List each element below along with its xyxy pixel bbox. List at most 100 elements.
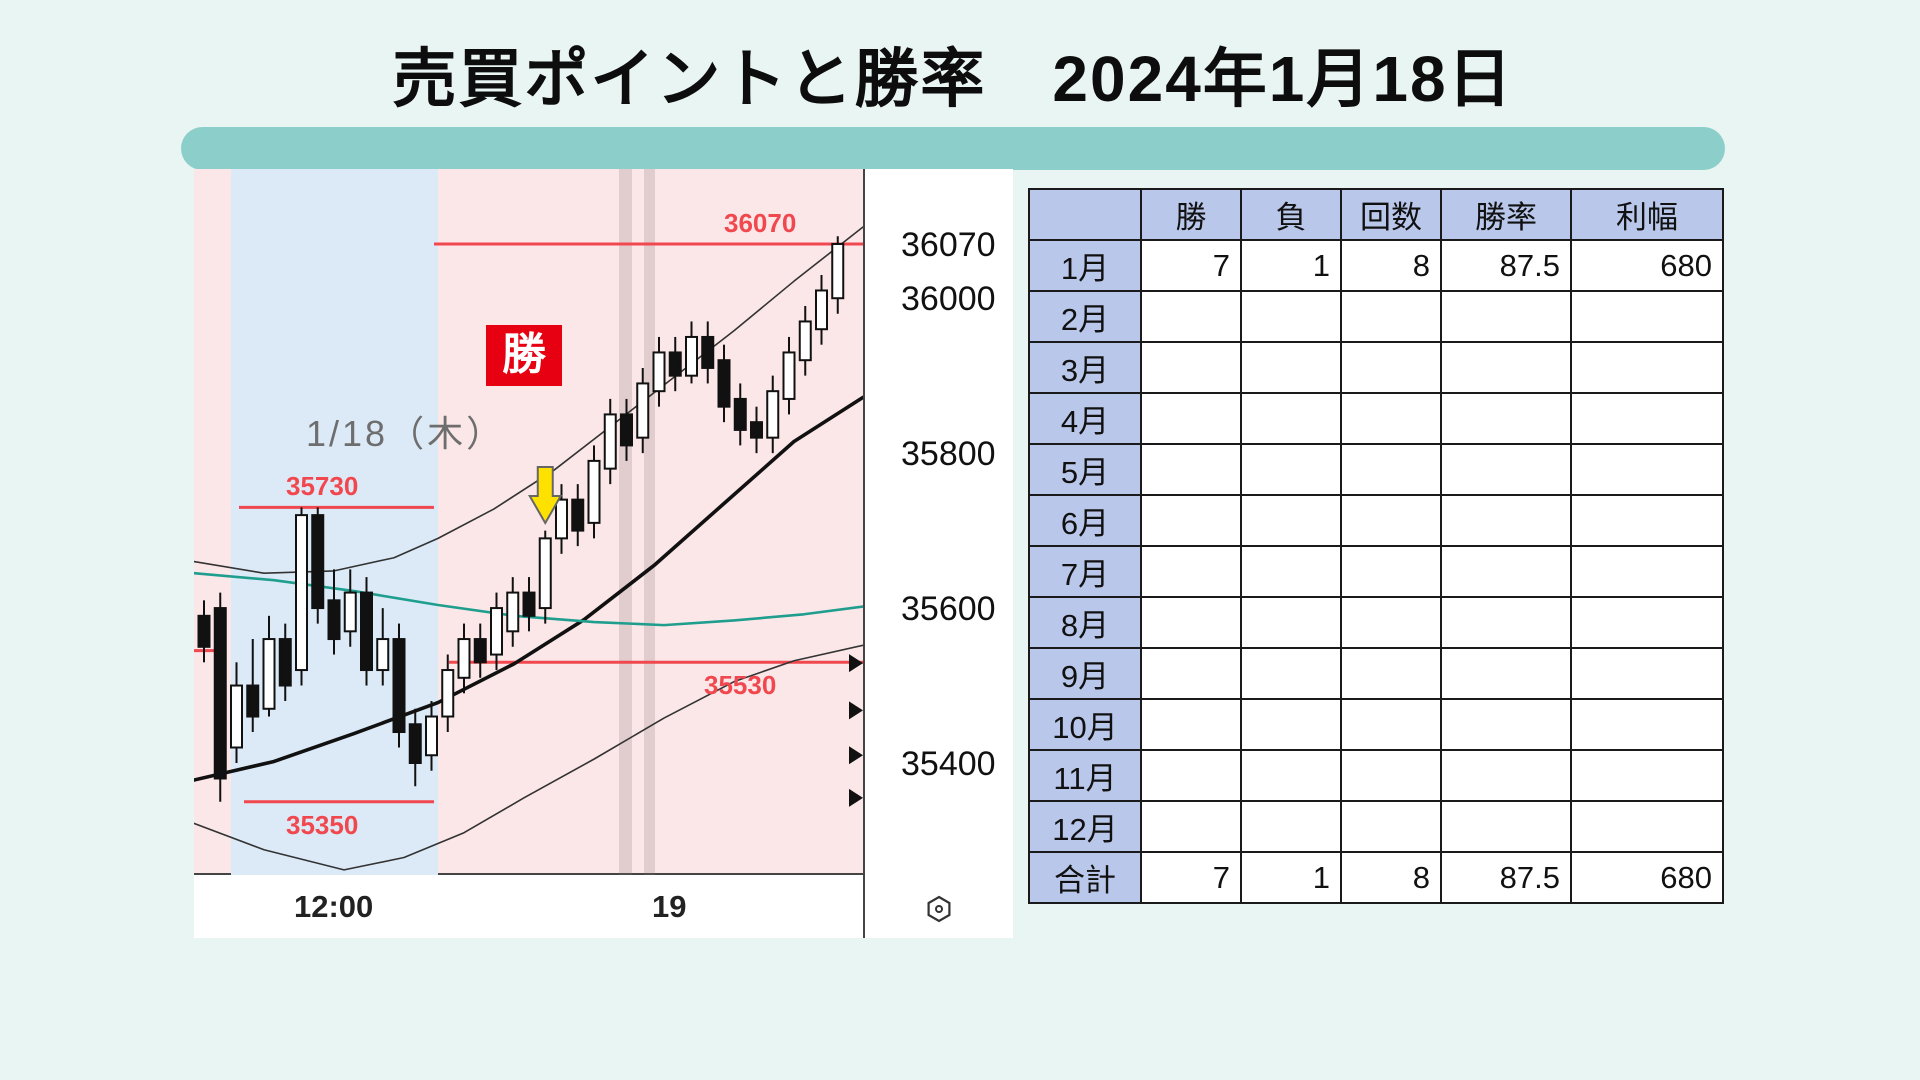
table-cell bbox=[1340, 749, 1442, 802]
table-cell bbox=[1340, 392, 1442, 445]
y-axis-label: 36000 bbox=[901, 280, 996, 319]
table-cell bbox=[1140, 443, 1242, 496]
table-cell bbox=[1140, 749, 1242, 802]
table-row: 合計 7 1 8 87.5 680 bbox=[1028, 851, 1724, 904]
row-label: 4月 bbox=[1028, 392, 1142, 445]
table-cell: 680 bbox=[1570, 851, 1724, 904]
table-cell bbox=[1440, 800, 1572, 853]
morning-session-region bbox=[231, 169, 438, 875]
row-label: 10月 bbox=[1028, 698, 1142, 751]
table-cell bbox=[1570, 647, 1724, 700]
table-cell bbox=[1440, 443, 1572, 496]
table-cell: 1 bbox=[1240, 851, 1342, 904]
table-cell: 87.5 bbox=[1440, 239, 1572, 292]
table-cell: 680 bbox=[1570, 239, 1724, 292]
table-cell bbox=[1440, 290, 1572, 343]
table-row: 2月 bbox=[1028, 290, 1724, 343]
win-rate-table-body: 1月 7 1 8 87.5 680 2月 3月 4月 5月 6月 7月 8月 9月 10月 11月 12月 合計 7… bbox=[1028, 239, 1724, 904]
row-label: 8月 bbox=[1028, 596, 1142, 649]
table-cell bbox=[1340, 596, 1442, 649]
table-cell bbox=[1570, 443, 1724, 496]
price-level-label: 35530 bbox=[704, 670, 777, 701]
row-label: 11月 bbox=[1028, 749, 1142, 802]
table-cell bbox=[1340, 443, 1442, 496]
row-label: 12月 bbox=[1028, 800, 1142, 853]
col-header-losses: 負 bbox=[1240, 188, 1342, 241]
table-cell bbox=[1570, 698, 1724, 751]
row-label: 3月 bbox=[1028, 341, 1142, 394]
table-cell bbox=[1240, 443, 1342, 496]
col-header-profit: 利幅 bbox=[1570, 188, 1724, 241]
table-row: 8月 bbox=[1028, 596, 1724, 649]
table-cell bbox=[1140, 494, 1242, 547]
y-axis-label: 35800 bbox=[901, 435, 996, 474]
row-label: 9月 bbox=[1028, 647, 1142, 700]
table-row: 7月 bbox=[1028, 545, 1724, 598]
table-header-row: 勝 負 回数 勝率 利幅 bbox=[1028, 188, 1724, 241]
settings-icon[interactable] bbox=[923, 893, 955, 925]
y-axis-label: 35400 bbox=[901, 745, 996, 783]
title-underline-bar bbox=[181, 127, 1725, 170]
row-label: 5月 bbox=[1028, 443, 1142, 496]
table-row: 4月 bbox=[1028, 392, 1724, 445]
table-row: 6月 bbox=[1028, 494, 1724, 547]
table-cell bbox=[1240, 596, 1342, 649]
table-cell bbox=[1570, 392, 1724, 445]
table-cell bbox=[1440, 341, 1572, 394]
win-rate-table: 勝 負 回数 勝率 利幅 1月 7 1 8 87.5 680 2月 3月 4月 5月 6月 7月 8月 9… bbox=[1028, 188, 1724, 904]
plot-area: 1/18（木） 勝 36070 35730 35530 35350 bbox=[194, 169, 863, 875]
row-label: 6月 bbox=[1028, 494, 1142, 547]
table-cell bbox=[1140, 647, 1242, 700]
table-cell bbox=[1240, 698, 1342, 751]
row-label: 7月 bbox=[1028, 545, 1142, 598]
table-row: 1月 7 1 8 87.5 680 bbox=[1028, 239, 1724, 292]
price-axis: 36070 36000 35800 35600 35400 bbox=[863, 169, 1013, 938]
table-cell bbox=[1240, 800, 1342, 853]
col-header-count: 回数 bbox=[1340, 188, 1442, 241]
win-badge: 勝 bbox=[486, 325, 562, 386]
y-axis-label: 35600 bbox=[901, 590, 996, 629]
table-cell: 87.5 bbox=[1440, 851, 1572, 904]
table-cell bbox=[1440, 494, 1572, 547]
col-header-rate: 勝率 bbox=[1440, 188, 1572, 241]
table-row: 5月 bbox=[1028, 443, 1724, 496]
table-cell bbox=[1140, 290, 1242, 343]
table-cell bbox=[1440, 545, 1572, 598]
entry-arrow-icon bbox=[528, 466, 563, 526]
chart-panel: 1/18（木） 勝 36070 35730 35530 35350 12:00 19 … bbox=[194, 169, 1013, 938]
table-cell bbox=[1240, 647, 1342, 700]
table-cell bbox=[1440, 596, 1572, 649]
table-cell bbox=[1340, 290, 1442, 343]
price-level-label: 35730 bbox=[286, 471, 359, 502]
table-row: 9月 bbox=[1028, 647, 1724, 700]
table-cell bbox=[1570, 290, 1724, 343]
table-cell: 7 bbox=[1140, 239, 1242, 292]
row-label: 2月 bbox=[1028, 290, 1142, 343]
table-cell bbox=[1140, 698, 1242, 751]
table-cell: 8 bbox=[1340, 851, 1442, 904]
axis-price-markers bbox=[849, 654, 863, 807]
col-header-wins: 勝 bbox=[1140, 188, 1242, 241]
table-cell bbox=[1140, 392, 1242, 445]
price-level-label: 35350 bbox=[286, 809, 359, 840]
table-cell bbox=[1340, 698, 1442, 751]
table-cell bbox=[1140, 545, 1242, 598]
table-cell: 8 bbox=[1340, 239, 1442, 292]
row-label: 合計 bbox=[1028, 851, 1142, 904]
table-cell bbox=[1570, 749, 1724, 802]
col-header-blank bbox=[1028, 188, 1142, 241]
table-cell bbox=[1140, 800, 1242, 853]
table-row: 11月 bbox=[1028, 749, 1724, 802]
table-cell bbox=[1240, 494, 1342, 547]
table-cell bbox=[1440, 647, 1572, 700]
table-cell bbox=[1570, 545, 1724, 598]
table-cell bbox=[1240, 749, 1342, 802]
table-cell bbox=[1340, 341, 1442, 394]
table-cell bbox=[1340, 545, 1442, 598]
x-axis-label-1200: 12:00 bbox=[294, 889, 374, 924]
table-cell bbox=[1140, 596, 1242, 649]
table-cell bbox=[1240, 341, 1342, 394]
table-row: 3月 bbox=[1028, 341, 1724, 394]
table-cell bbox=[1240, 545, 1342, 598]
x-axis-label-19: 19 bbox=[652, 889, 687, 924]
